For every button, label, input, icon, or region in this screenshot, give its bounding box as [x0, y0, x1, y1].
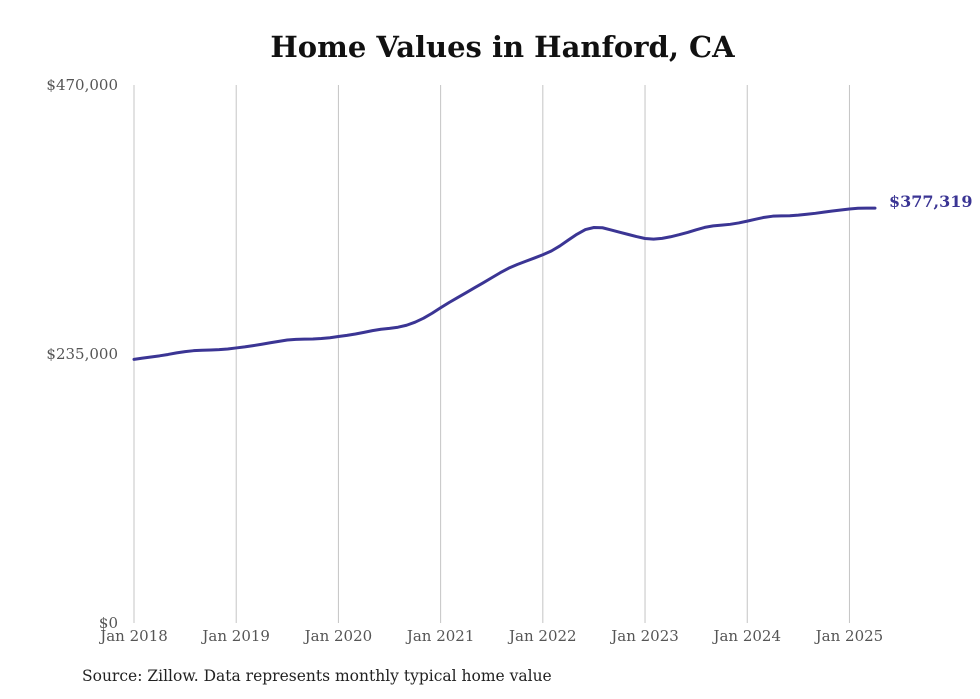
end-value-label: $377,319 — [889, 192, 973, 211]
series-line — [132, 206, 877, 361]
x-tick-label: Jan 2025 — [814, 627, 884, 645]
x-tick-label: Jan 2022 — [507, 627, 577, 645]
x-tick-label: Jan 2018 — [98, 627, 168, 645]
end-label-group: $377,319 — [889, 192, 973, 211]
chart-title: Home Values in Hanford, CA — [270, 30, 735, 64]
x-tick-label: Jan 2024 — [711, 627, 781, 645]
series-group — [132, 206, 877, 361]
y-tick-label: $0 — [99, 614, 118, 632]
grid-lines — [133, 85, 850, 623]
x-axis-ticks: Jan 2018 Jan 2019 Jan 2020 Jan 2021 Jan 2022… — [98, 627, 883, 645]
x-tick-label: Jan 2021 — [405, 627, 475, 645]
y-axis-ticks: $0 $235,000 $470,000 — [46, 76, 118, 632]
y-tick-label: $235,000 — [46, 345, 118, 363]
source-note: Source: Zillow. Data represents monthly … — [82, 667, 552, 685]
x-tick-label: Jan 2023 — [609, 627, 679, 645]
x-tick-label: Jan 2020 — [303, 627, 373, 645]
x-tick-label: Jan 2019 — [200, 627, 270, 645]
y-tick-label: $470,000 — [46, 76, 118, 94]
